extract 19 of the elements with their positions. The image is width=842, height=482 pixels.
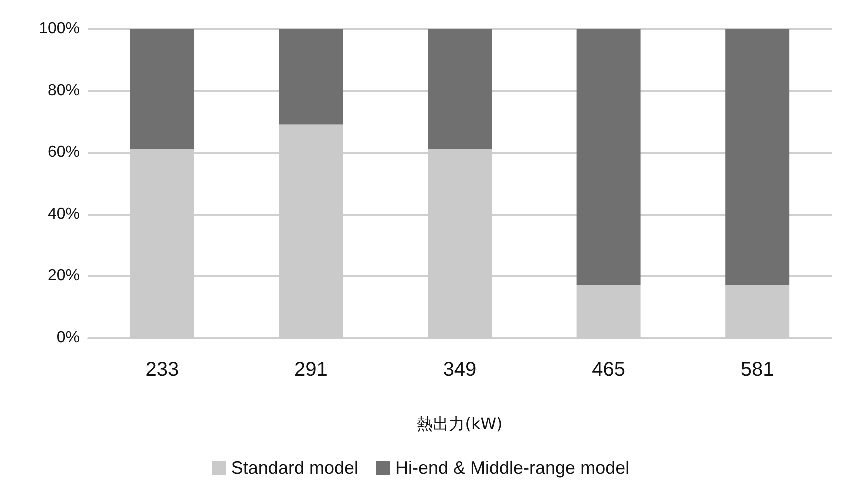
x-tick-label: 291 bbox=[294, 359, 328, 381]
y-tick-label: 0% bbox=[56, 330, 80, 346]
x-tick-label: 465 bbox=[592, 359, 626, 381]
y-tick-label: 80% bbox=[48, 82, 80, 100]
legend-label: Standard model bbox=[231, 458, 358, 478]
y-tick-label: 100% bbox=[39, 20, 80, 38]
x-tick-label: 581 bbox=[740, 359, 774, 381]
x-axis-title: 熱出力(kW) bbox=[417, 414, 503, 434]
bar bbox=[279, 29, 344, 125]
bar bbox=[130, 29, 194, 150]
y-tick-label: 60% bbox=[48, 144, 80, 162]
bar bbox=[726, 29, 790, 286]
y-tick-label: 40% bbox=[48, 206, 80, 223]
bar bbox=[576, 29, 641, 286]
legend-label: Hi-end & Middle-range model bbox=[395, 458, 630, 478]
bar bbox=[428, 29, 492, 150]
y-tick-label: 20% bbox=[48, 268, 80, 285]
x-tick-label: 233 bbox=[146, 359, 180, 381]
x-tick-label: 349 bbox=[443, 359, 477, 381]
